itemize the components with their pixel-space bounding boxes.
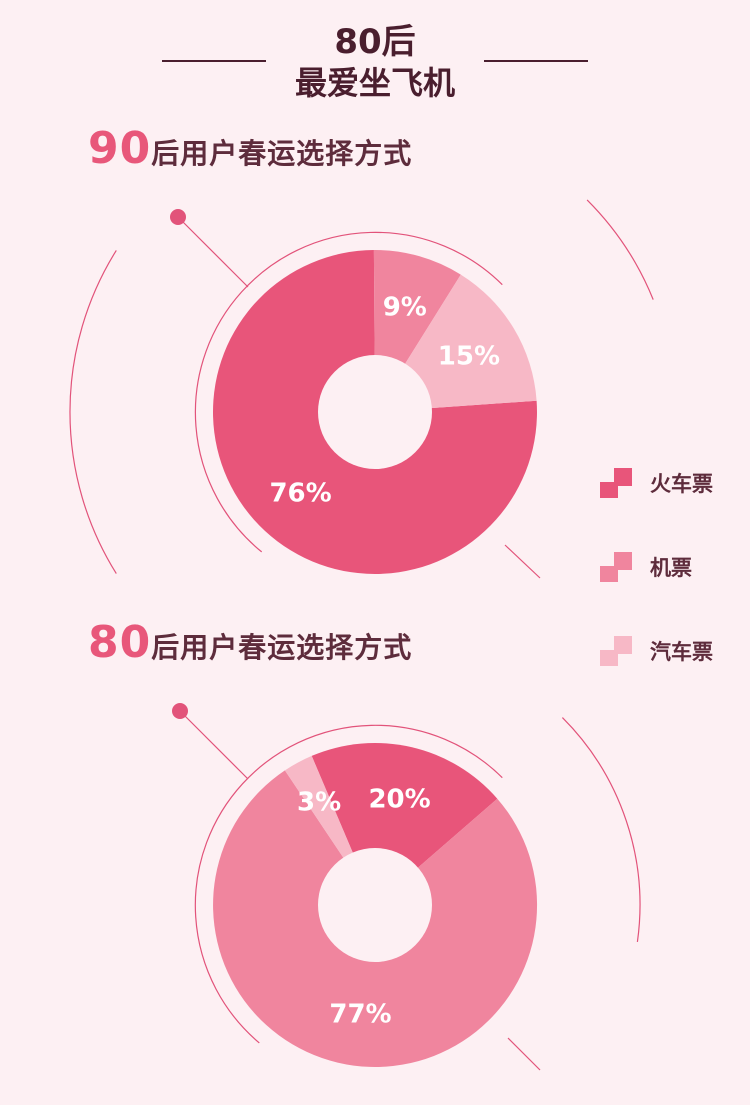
chart2-title-number: 80 bbox=[88, 617, 152, 668]
header-rule-right bbox=[484, 60, 588, 62]
decorative-arc bbox=[69, 250, 117, 574]
donut-chart-80: 20% 77% 3% bbox=[213, 742, 538, 1067]
decorative-arc bbox=[194, 231, 503, 553]
chart1-title-number: 90 bbox=[88, 123, 152, 174]
chart2-label-2: 3% bbox=[297, 788, 341, 818]
chart2-label-0: 20% bbox=[368, 784, 430, 814]
chart1-title-text: 后用户春运选择方式 bbox=[151, 137, 413, 170]
legend-label-train: 火车票 bbox=[650, 472, 713, 496]
chart2-label-1: 77% bbox=[329, 1000, 391, 1030]
legend-label-bus: 汽车票 bbox=[650, 640, 713, 664]
chart1-title: 90后用户春运选择方式 bbox=[88, 123, 412, 174]
decorative-arc bbox=[194, 724, 503, 1044]
legend-item-train: 火车票 bbox=[600, 468, 713, 498]
legend-item-bus: 汽车票 bbox=[600, 636, 713, 666]
chart1-label-1: 9% bbox=[383, 293, 427, 323]
chart2-title-text: 后用户春运选择方式 bbox=[151, 631, 413, 664]
header-rule-left bbox=[162, 60, 266, 62]
decorative-arc bbox=[561, 717, 641, 942]
chart1-label-0: 76% bbox=[269, 478, 331, 508]
chart2-hole bbox=[318, 848, 432, 962]
header: 80后 最爱坐飞机 bbox=[0, 0, 750, 110]
legend-label-plane: 机票 bbox=[650, 556, 692, 580]
connector-line bbox=[504, 544, 541, 579]
decorative-lines bbox=[69, 199, 654, 1071]
header-title-line1: 80后 bbox=[334, 22, 416, 62]
connector-line bbox=[177, 216, 249, 288]
connector-line bbox=[507, 1037, 541, 1071]
legend-swatch-train-icon bbox=[600, 468, 632, 498]
donut-chart-90: 76% 9% 15% bbox=[212, 249, 537, 574]
legend-swatch-plane-icon bbox=[600, 552, 632, 582]
chart2-title: 80后用户春运选择方式 bbox=[88, 617, 412, 668]
chart1-hole bbox=[318, 355, 432, 469]
connector-dot bbox=[172, 703, 188, 719]
legend-swatch-bus-icon bbox=[600, 636, 632, 666]
header-title-line2: 最爱坐飞机 bbox=[294, 64, 455, 102]
connector-line bbox=[179, 710, 249, 780]
decorative-arc bbox=[586, 199, 654, 300]
legend-item-plane: 机票 bbox=[600, 552, 692, 582]
connector-dot bbox=[170, 209, 186, 225]
chart1-label-2: 15% bbox=[438, 342, 500, 372]
